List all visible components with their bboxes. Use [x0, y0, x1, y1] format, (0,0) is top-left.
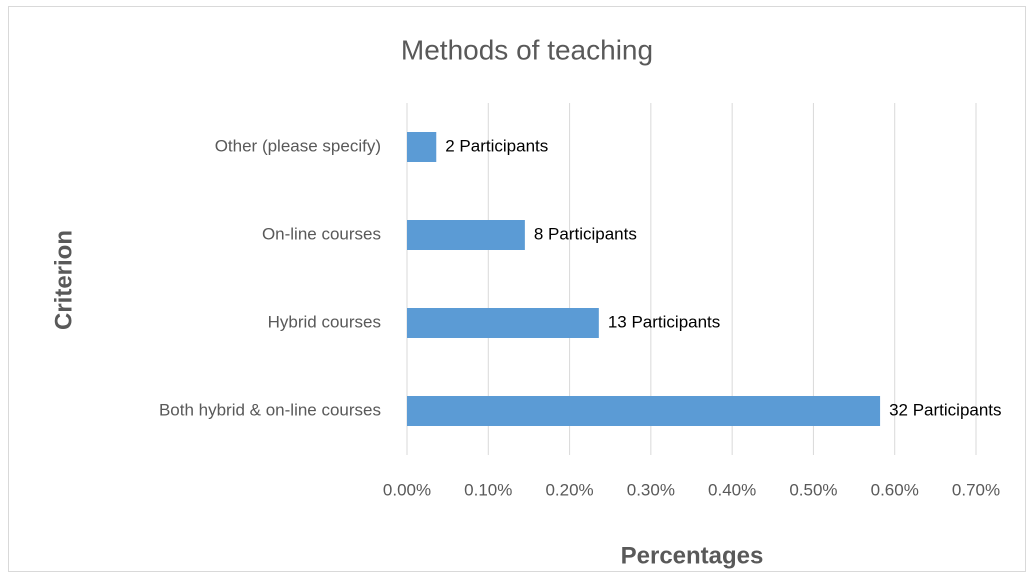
bar-annotation: 32 Participants: [889, 400, 1001, 419]
bar-annotation: 13 Participants: [608, 312, 720, 331]
x-tick-label: 0.30%: [627, 480, 675, 499]
bar: [407, 308, 599, 338]
bar-annotation: 8 Participants: [534, 224, 637, 243]
x-tick-label: 0.40%: [708, 480, 756, 499]
x-tick-label: 0.10%: [464, 480, 512, 499]
y-axis-title: Criterion: [50, 230, 77, 330]
y-tick-label: On-line courses: [262, 224, 381, 243]
x-axis-title: Percentages: [621, 542, 764, 569]
bar: [407, 220, 525, 250]
chart-title: Methods of teaching: [401, 34, 653, 65]
bar: [407, 132, 437, 162]
x-tick-label: 0.20%: [545, 480, 593, 499]
x-tick-label: 0.60%: [871, 480, 919, 499]
y-tick-label: Other (please specify): [215, 136, 381, 155]
x-tick-label: 0.00%: [383, 480, 431, 499]
x-tick-label: 0.50%: [789, 480, 837, 499]
bar-annotation: 2 Participants: [445, 136, 548, 155]
y-tick-label: Both hybrid & on-line courses: [159, 400, 381, 419]
y-tick-label: Hybrid courses: [268, 312, 381, 331]
chart-border: [8, 6, 1026, 572]
bar: [407, 396, 881, 426]
x-tick-label: 0.70%: [952, 480, 1000, 499]
